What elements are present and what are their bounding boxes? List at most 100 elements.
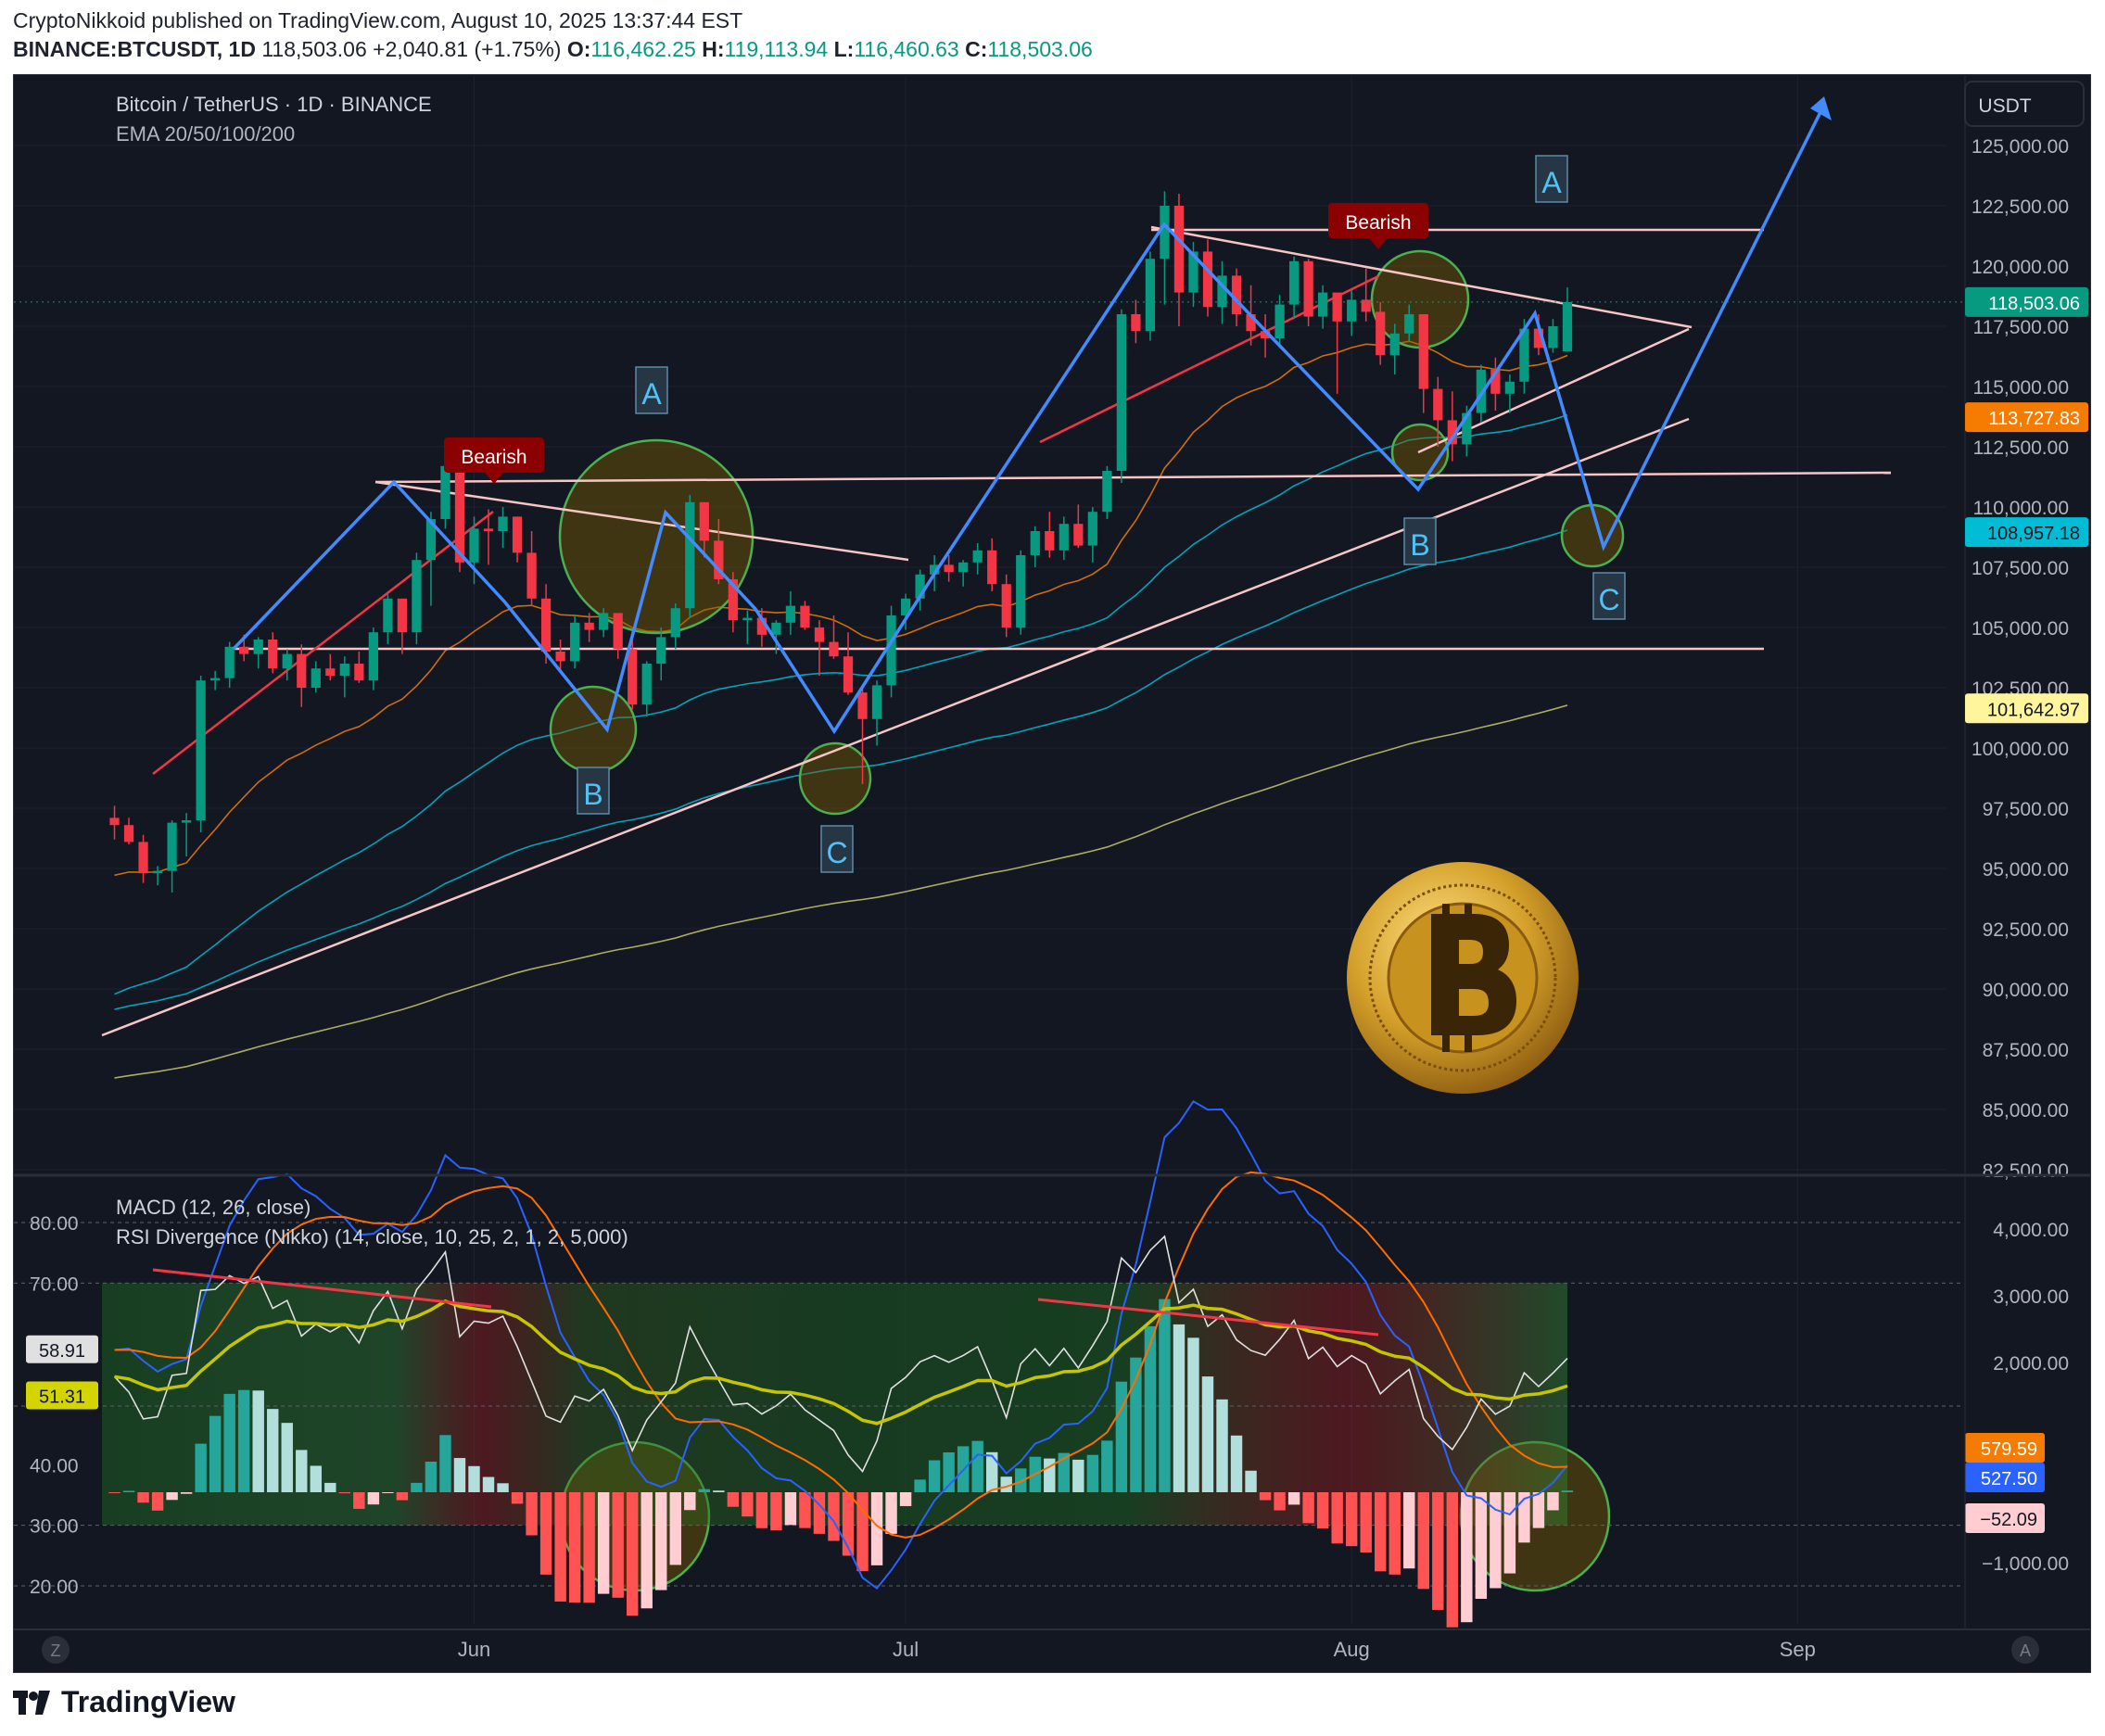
macd-histogram-bar — [338, 1492, 351, 1494]
macd-histogram-bar — [453, 1458, 466, 1492]
candle — [829, 615, 839, 659]
macd-histogram-bar — [1245, 1470, 1257, 1492]
chart-legend-title: Bitcoin / TetherUS · 1D · BINANCE — [116, 93, 432, 116]
wave-label: B — [1403, 517, 1437, 565]
candle — [425, 512, 437, 606]
candle — [512, 516, 523, 563]
rsi-line — [113, 1235, 1568, 1473]
candle-body — [526, 552, 537, 599]
macd-histogram-bar — [985, 1451, 998, 1492]
currency-button[interactable]: USDT — [1964, 81, 2085, 127]
macd-histogram-bar — [1044, 1458, 1056, 1492]
axis-button-right[interactable]: A — [2011, 1636, 2039, 1664]
price-tick-label: 115,000.00 — [1972, 377, 2069, 399]
macd-signal-line — [114, 1171, 1568, 1539]
price-badge: 101,642.97 — [1965, 693, 2088, 724]
macd-tick-label: 4,000.00 — [1993, 1220, 2069, 1241]
macd-histogram-bar — [597, 1492, 610, 1594]
candle — [915, 569, 925, 611]
macd-histogram-bar — [684, 1492, 696, 1511]
candle-body — [268, 640, 278, 669]
candle-body — [699, 501, 709, 541]
axis-button-bg — [2011, 1636, 2039, 1664]
rsi-divergence-line — [152, 1268, 492, 1309]
price-badge-bg — [1965, 286, 2088, 317]
macd-line — [114, 1099, 1568, 1590]
ema-100-line — [114, 529, 1568, 1010]
rsi-tick-label: 40.00 — [30, 1455, 79, 1476]
price-tick-label: 90,000.00 — [1983, 980, 2069, 1001]
price-tick-label: 95,000.00 — [1983, 859, 2069, 881]
macd-histogram-bar — [1475, 1492, 1488, 1600]
wave-label-bg — [1403, 517, 1437, 565]
macd-histogram-bar — [1403, 1492, 1415, 1569]
bearish-label-pointer — [485, 473, 503, 484]
candle — [1490, 357, 1501, 411]
macd-histogram-bar — [1230, 1435, 1243, 1492]
wave-label: B — [577, 767, 610, 815]
price-tick-label: 125,000.00 — [1972, 136, 2069, 158]
macd-badge: −52.09 — [1965, 1503, 2045, 1533]
candle-body — [483, 528, 494, 531]
macd-histogram-bar — [655, 1492, 667, 1590]
candle — [1332, 292, 1342, 394]
macd-histogram-bar — [1561, 1490, 1574, 1492]
candle — [756, 608, 767, 647]
candle — [1418, 314, 1428, 413]
price-tick-label: 117,500.00 — [1972, 317, 2069, 338]
wave-label-bg — [1535, 155, 1568, 203]
tradingview-logo-icon — [13, 1689, 54, 1717]
high-label: H: — [702, 37, 725, 61]
macd-histogram-bar — [828, 1492, 840, 1541]
price-tick-label: 100,000.00 — [1972, 739, 2069, 760]
candle — [1361, 268, 1371, 322]
candle — [109, 805, 120, 840]
macd-histogram-bar — [1432, 1492, 1444, 1610]
trendline — [152, 511, 494, 775]
bearish-label: Bearish — [444, 437, 544, 484]
candle-body — [1274, 304, 1285, 338]
low-value: 116,460.63 — [854, 37, 959, 61]
candle — [987, 538, 997, 591]
macd-histogram-bar — [511, 1492, 524, 1504]
tradingview-footer: TradingView — [13, 1685, 235, 1719]
candle — [714, 519, 724, 585]
publisher-line: CryptoNikkoid published on TradingView.c… — [13, 8, 743, 32]
macd-histogram-bar — [1274, 1492, 1286, 1511]
macd-histogram-bar — [755, 1492, 768, 1528]
symbol-label: BINANCE:BTCUSDT, 1D — [13, 37, 256, 61]
candle-body — [412, 560, 422, 633]
candle — [1288, 256, 1300, 320]
candle — [1087, 507, 1097, 563]
macd-histogram-bar — [1331, 1492, 1343, 1544]
candle — [1389, 323, 1400, 374]
price-badge: 108,957.18 — [1965, 517, 2088, 548]
macd-histogram-bar — [627, 1492, 639, 1616]
candle-body — [311, 668, 321, 688]
macd-badge-bg — [1965, 1433, 2045, 1463]
candle-body — [843, 656, 854, 693]
rsi-badge: 51.31 — [26, 1381, 98, 1410]
candle — [1045, 512, 1055, 558]
candle-body — [1001, 584, 1011, 627]
axis-button-label: Z — [51, 1641, 61, 1660]
macd-histogram-bar — [1173, 1324, 1186, 1492]
candle — [584, 613, 594, 642]
candle-body — [1504, 381, 1515, 394]
macd-histogram-bar — [411, 1482, 423, 1492]
candle-body — [383, 598, 393, 633]
wave-label: A — [635, 366, 668, 414]
macd-histogram-bar — [223, 1393, 235, 1492]
candle-body — [253, 640, 263, 654]
axis-layer: 125,000.00 122,500.00 120,000.00 117,500.00… — [14, 76, 2090, 1664]
macd-histogram-bar — [122, 1490, 135, 1492]
wave-highlight-circle — [798, 741, 872, 816]
rsi-legend: RSI Divergence (Nikko) (14, close, 10, 2… — [116, 1225, 628, 1248]
macd-histogram-bar — [1159, 1299, 1171, 1492]
macd-histogram-bar — [1417, 1492, 1429, 1590]
axis-button-left[interactable]: Z — [42, 1636, 70, 1664]
macd-histogram-bar — [1058, 1452, 1071, 1492]
macd-histogram-bar — [799, 1492, 811, 1528]
wave-label-bg — [1592, 572, 1626, 620]
